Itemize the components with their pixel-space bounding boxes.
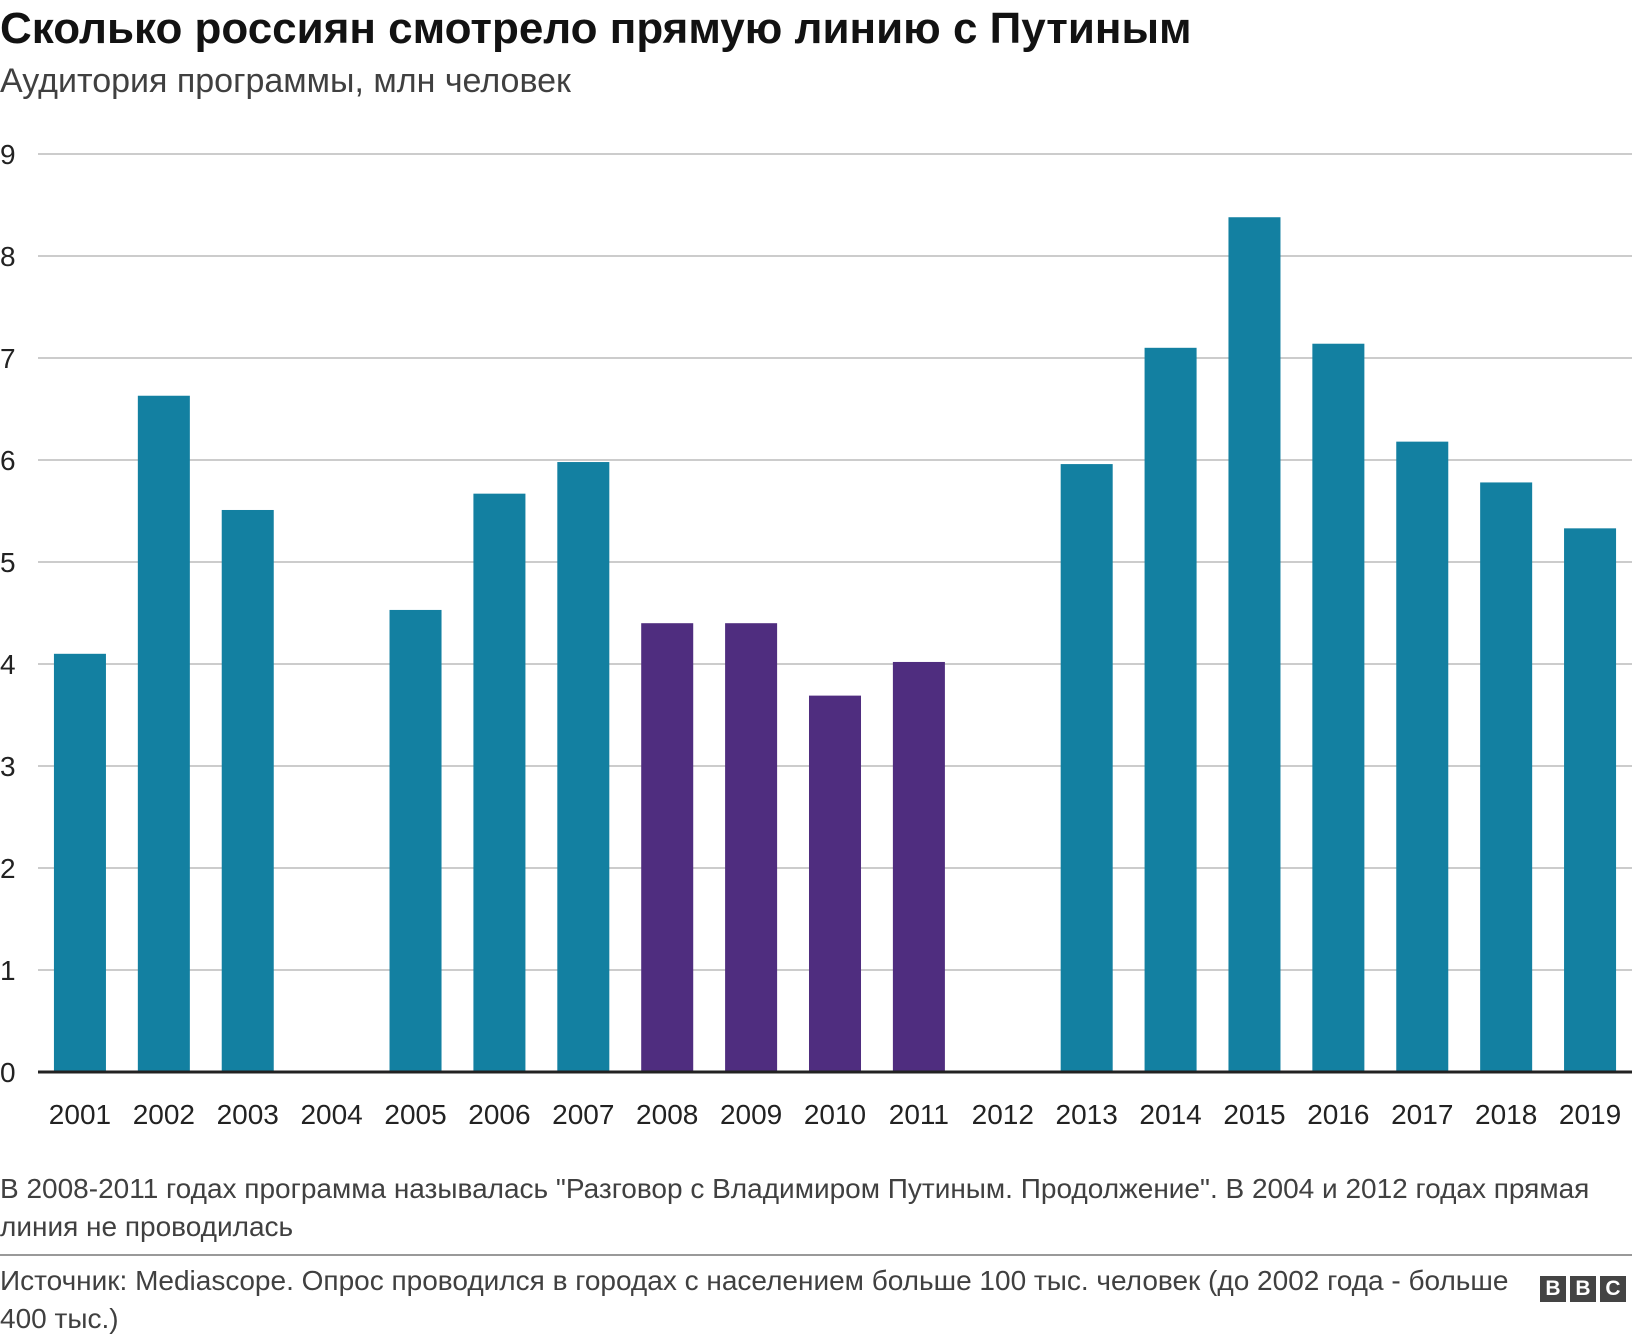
x-tick-label: 2007 bbox=[552, 1099, 614, 1130]
bar-2003 bbox=[221, 509, 274, 1073]
x-tick-label: 2006 bbox=[468, 1099, 530, 1130]
y-tick-label: 6 bbox=[0, 445, 16, 476]
bar-2010 bbox=[808, 695, 862, 1072]
y-tick-label: 5 bbox=[0, 547, 16, 578]
chart-note: В 2008-2011 годах программа называлась "… bbox=[0, 1173, 1590, 1242]
x-tick-label: 2017 bbox=[1391, 1099, 1453, 1130]
bar-2001 bbox=[53, 653, 106, 1072]
y-tick-label: 1 bbox=[0, 955, 16, 986]
x-tick-label: 2003 bbox=[217, 1099, 279, 1130]
bar-2015 bbox=[1228, 217, 1281, 1072]
bbc-logo-letter: B bbox=[1540, 1276, 1566, 1302]
source-text: Источник: Mediascope. Опрос проводился в… bbox=[0, 1265, 1509, 1334]
bbc-logo: B B C bbox=[1540, 1276, 1626, 1302]
bar-2019 bbox=[1564, 528, 1617, 1072]
chart-title: Сколько россиян смотрело прямую линию с … bbox=[0, 4, 1192, 53]
bar-2017 bbox=[1396, 441, 1449, 1072]
x-tick-label: 2012 bbox=[972, 1099, 1034, 1130]
bar-2016 bbox=[1312, 343, 1365, 1073]
x-tick-label: 2019 bbox=[1559, 1099, 1621, 1130]
bar-chart: 0 1 2 3 4 5 6 7 8 9 2001 2002 2003 2004 2005 2006 2007 20… bbox=[0, 139, 1632, 1130]
x-tick-label: 2004 bbox=[300, 1099, 362, 1130]
x-tick-label: 2005 bbox=[384, 1099, 446, 1130]
chart-subtitle: Аудитория программы, млн человек bbox=[0, 62, 571, 100]
bar-2018 bbox=[1480, 482, 1533, 1072]
bbc-logo-letter: B bbox=[1570, 1276, 1596, 1302]
x-tick-label: 2008 bbox=[636, 1099, 698, 1130]
bar-2011 bbox=[892, 661, 945, 1072]
x-tick-label: 2011 bbox=[889, 1099, 949, 1130]
x-tick-label: 2015 bbox=[1223, 1099, 1285, 1130]
y-tick-label: 0 bbox=[0, 1057, 16, 1088]
bar-2009 bbox=[725, 623, 778, 1072]
y-tick-label: 9 bbox=[0, 139, 16, 170]
x-tick-label: 2010 bbox=[804, 1099, 866, 1130]
x-tick-label: 2013 bbox=[1056, 1099, 1118, 1130]
bar-2008 bbox=[641, 623, 694, 1072]
y-tick-label: 7 bbox=[0, 343, 16, 374]
y-tick-label: 4 bbox=[0, 649, 16, 680]
x-tick-label: 2001 bbox=[49, 1099, 111, 1130]
x-tick-label: 2018 bbox=[1475, 1099, 1537, 1130]
bar-2014 bbox=[1144, 347, 1197, 1072]
y-tick-label: 3 bbox=[0, 751, 16, 782]
bar-2007 bbox=[557, 462, 610, 1072]
x-tick-label: 2009 bbox=[720, 1099, 782, 1130]
x-tick-label: 2002 bbox=[133, 1099, 195, 1130]
x-tick-label: 2014 bbox=[1139, 1099, 1201, 1130]
footer-divider bbox=[0, 1254, 1632, 1256]
bbc-logo-letter: C bbox=[1600, 1276, 1626, 1302]
bar-2006 bbox=[473, 493, 526, 1072]
bar-2002 bbox=[137, 395, 190, 1072]
bar-2013 bbox=[1060, 464, 1113, 1073]
x-tick-label: 2016 bbox=[1307, 1099, 1369, 1130]
y-tick-label: 2 bbox=[0, 853, 16, 884]
bar-2005 bbox=[389, 609, 442, 1072]
y-tick-label: 8 bbox=[0, 241, 16, 272]
